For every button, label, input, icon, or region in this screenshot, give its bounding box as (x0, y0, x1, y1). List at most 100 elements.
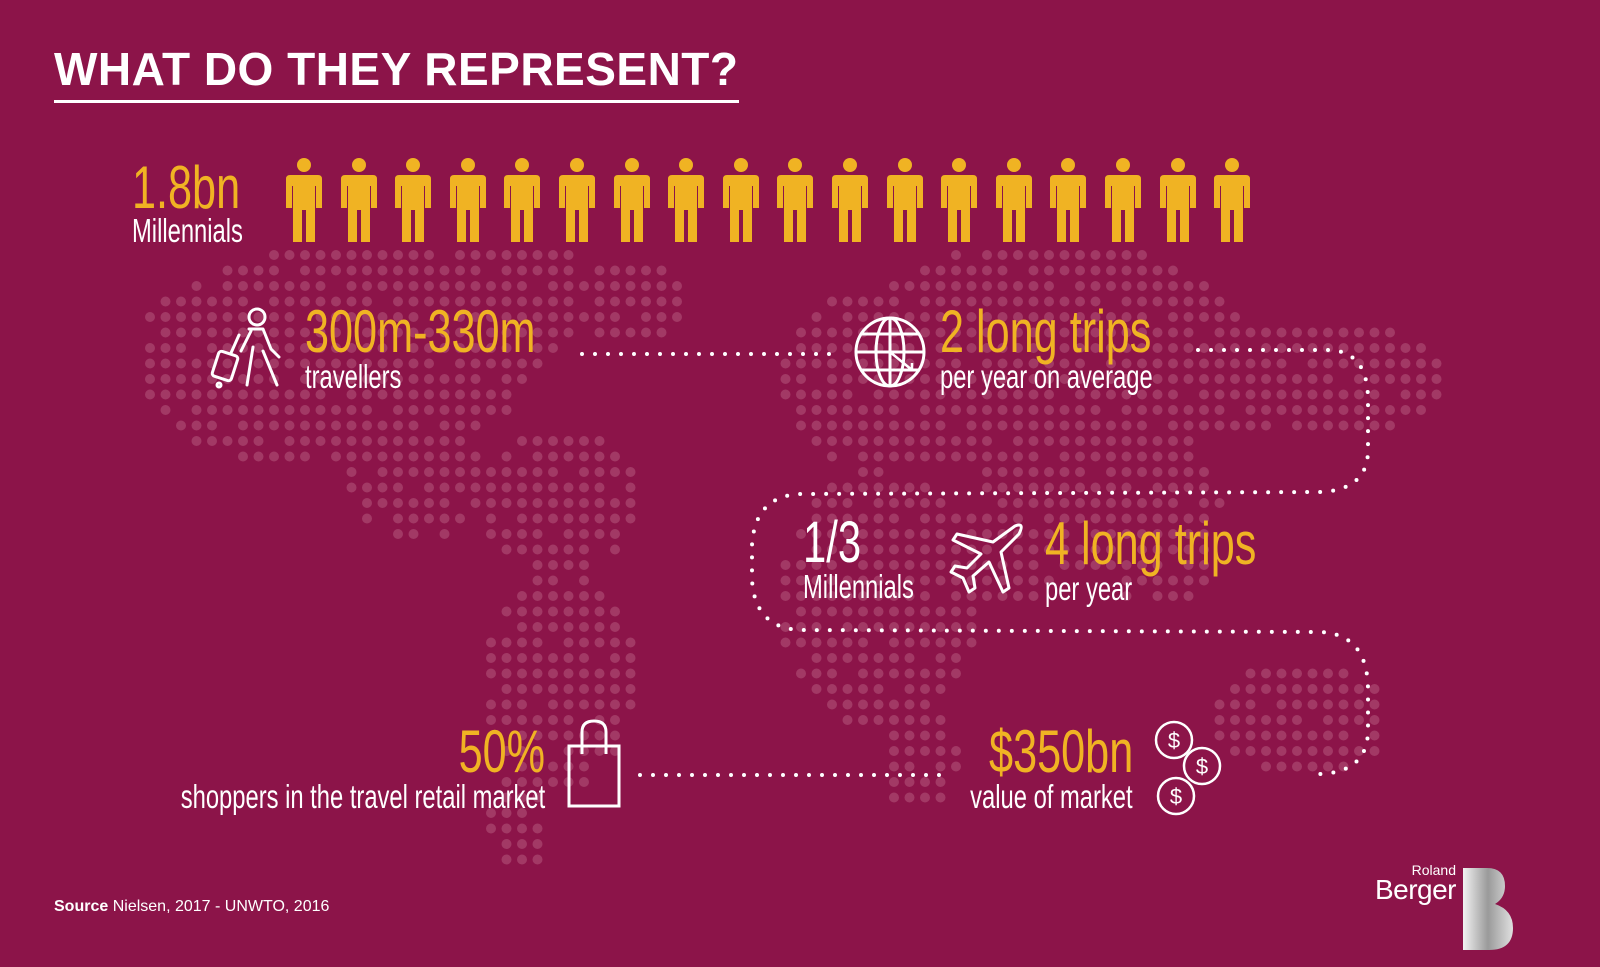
map-dot (408, 467, 419, 477)
map-dot (563, 312, 574, 322)
map-dot (1152, 451, 1163, 462)
map-dot (1431, 389, 1442, 400)
map-dot (1044, 312, 1054, 322)
map-dot (966, 281, 977, 291)
map-dot (362, 343, 372, 353)
map-dot (253, 389, 264, 400)
map-dot (904, 715, 915, 725)
map-dot (548, 265, 558, 276)
map-dot (501, 312, 512, 322)
map-dot (796, 637, 806, 648)
map-dot (315, 343, 326, 353)
map-dot (1106, 265, 1116, 276)
map-dot (1028, 451, 1039, 462)
map-dot (935, 265, 946, 276)
map-dot (548, 544, 558, 555)
map-dot (517, 653, 527, 663)
map-dot (1400, 374, 1411, 384)
map-dot (811, 622, 822, 632)
map-dot (982, 544, 992, 555)
map-dot (408, 529, 419, 539)
map-dot (935, 281, 946, 291)
map-dot (501, 808, 512, 818)
map-dot (1090, 482, 1101, 493)
map-dot (439, 281, 450, 291)
map-dot (377, 343, 388, 353)
map-dot (1121, 560, 1132, 570)
map-dot (548, 327, 558, 338)
map-dot (1307, 684, 1318, 694)
map-dot (1323, 389, 1333, 400)
map-dot (1075, 498, 1085, 508)
map-dot (532, 823, 543, 834)
map-dot (1028, 482, 1039, 493)
map-dot (1307, 761, 1318, 772)
map-dot (532, 265, 543, 276)
map-dot (563, 668, 574, 679)
map-dot (920, 746, 930, 756)
map-dot (1121, 420, 1132, 431)
map-dot (1013, 436, 1023, 446)
map-dot (811, 420, 822, 431)
map-dot (517, 436, 527, 446)
map-dot (362, 312, 372, 322)
map-dot (346, 343, 357, 353)
person-icon (832, 158, 868, 242)
map-dot (1230, 730, 1240, 741)
map-dot (532, 312, 543, 322)
map-dot (827, 606, 837, 617)
map-dot (858, 436, 868, 446)
map-dot (1261, 405, 1271, 415)
map-dot (1276, 405, 1287, 415)
map-dot (873, 684, 884, 694)
map-dot (300, 420, 310, 431)
map-dot (362, 405, 372, 415)
map-dot (455, 374, 465, 384)
map-dot (207, 389, 217, 400)
map-dot (563, 653, 574, 663)
map-dot (935, 498, 946, 508)
map-dot (610, 715, 620, 725)
map-dot (284, 343, 295, 353)
svg-text:$: $ (1196, 754, 1208, 779)
map-dot (486, 389, 496, 400)
map-dot (548, 730, 558, 741)
map-dot (284, 451, 295, 462)
map-dot (796, 560, 806, 570)
map-dot (920, 544, 930, 555)
map-dot (1090, 374, 1101, 384)
map-dot (362, 358, 372, 369)
map-dot (377, 374, 388, 384)
map-dot (501, 777, 512, 787)
map-dot (145, 358, 155, 369)
map-dot (1121, 327, 1132, 338)
map-dot (1230, 327, 1240, 338)
stat-label: Millennials (132, 212, 243, 249)
map-dot (532, 622, 543, 632)
map-dot (1044, 482, 1054, 493)
map-dot (470, 451, 481, 462)
map-dot (920, 730, 930, 741)
map-dot (951, 451, 961, 462)
map-dot (997, 482, 1008, 493)
map-dot (331, 296, 341, 307)
map-dot (920, 312, 930, 322)
map-dot (160, 358, 171, 369)
map-dot (997, 358, 1008, 369)
map-dot (842, 358, 853, 369)
map-dot (1261, 715, 1271, 725)
map-dot (408, 281, 419, 291)
map-dot (982, 389, 992, 400)
map-dot (300, 250, 310, 260)
map-dot (1121, 312, 1132, 322)
map-dot (920, 482, 930, 493)
map-dot (486, 668, 496, 679)
map-dot (532, 746, 543, 756)
map-dot (858, 668, 868, 679)
map-dot (1121, 405, 1132, 415)
map-dot (889, 513, 899, 524)
map-dot (579, 451, 589, 462)
map-dot (889, 389, 899, 400)
map-dot (222, 436, 233, 446)
map-dot (439, 529, 450, 539)
